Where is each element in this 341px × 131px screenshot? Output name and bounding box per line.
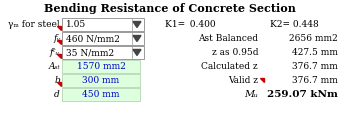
Bar <box>62 32 144 45</box>
Text: 460 N/mm2: 460 N/mm2 <box>66 34 120 43</box>
Text: 376.7 mm: 376.7 mm <box>292 62 338 71</box>
Polygon shape <box>260 78 264 81</box>
Text: Mᵤ: Mᵤ <box>244 90 258 99</box>
Bar <box>62 18 144 31</box>
Text: Valid z: Valid z <box>228 76 258 85</box>
Text: K2= 0.448: K2= 0.448 <box>270 20 319 29</box>
Text: 35 N/mm2: 35 N/mm2 <box>66 48 114 57</box>
Text: 450 mm: 450 mm <box>82 90 120 99</box>
Text: Ast Balanced: Ast Balanced <box>198 34 258 43</box>
Text: 1.05: 1.05 <box>66 20 86 29</box>
Bar <box>62 46 144 59</box>
Text: 2656 mm2: 2656 mm2 <box>289 34 338 43</box>
Bar <box>62 60 140 73</box>
Text: K1=  0.400: K1= 0.400 <box>165 20 216 29</box>
Text: 376.7 mm: 376.7 mm <box>292 76 338 85</box>
Polygon shape <box>57 40 61 44</box>
Polygon shape <box>133 36 141 42</box>
Text: fᵧ: fᵧ <box>53 34 60 43</box>
Bar <box>62 74 140 87</box>
Polygon shape <box>57 54 61 58</box>
Text: z as 0.95d: z as 0.95d <box>211 48 258 57</box>
Text: 427.5 mm: 427.5 mm <box>292 48 338 57</box>
Text: d: d <box>54 90 60 99</box>
Bar <box>62 88 140 101</box>
Polygon shape <box>57 26 61 30</box>
Text: 300 mm: 300 mm <box>83 76 120 85</box>
Text: 1570 mm2: 1570 mm2 <box>77 62 125 71</box>
Text: Bending Resistance of Concrete Section: Bending Resistance of Concrete Section <box>44 3 296 14</box>
Polygon shape <box>133 50 141 56</box>
Polygon shape <box>133 21 141 28</box>
Text: γₘ for steel: γₘ for steel <box>9 20 60 29</box>
Text: b: b <box>54 76 60 85</box>
Text: 259.07 kNm: 259.07 kNm <box>267 90 338 99</box>
Text: Calculated z: Calculated z <box>202 62 258 71</box>
Polygon shape <box>57 82 61 86</box>
Text: Aₛₜ: Aₛₜ <box>48 62 60 71</box>
Text: fᶜᵤ: fᶜᵤ <box>50 48 60 57</box>
